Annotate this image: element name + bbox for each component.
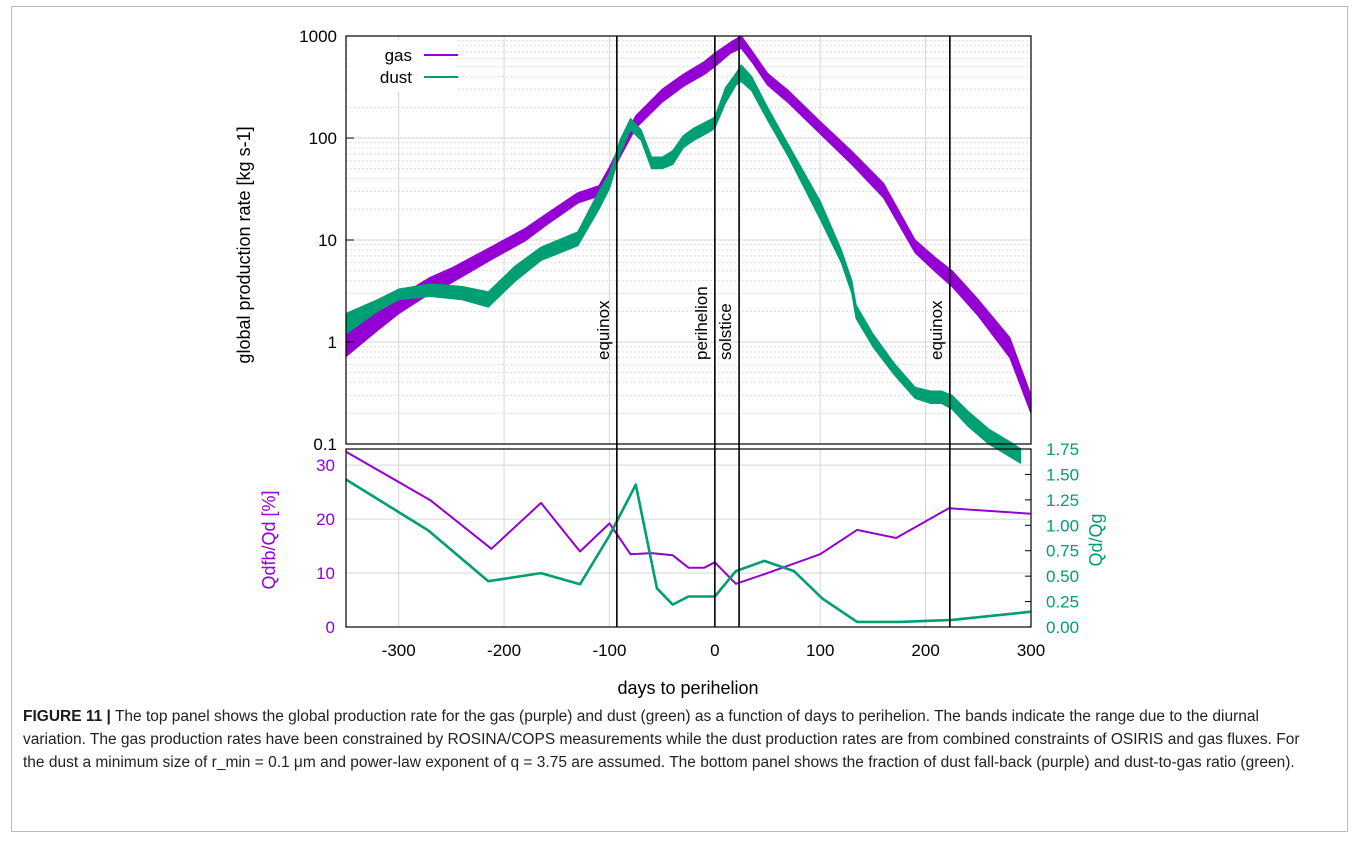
x-tick-label: 100	[806, 641, 834, 660]
top-y-tick-label: 100	[309, 129, 337, 148]
legend-label-dust: dust	[380, 68, 412, 87]
bottom-right-y-tick-label: 1.75	[1046, 440, 1079, 459]
tick-labels: 0.1110100100001020300.000.250.500.751.00…	[299, 27, 1079, 660]
event-label: solstice	[716, 303, 735, 360]
top-y-tick-label: 1	[328, 333, 337, 352]
bottom-right-y-tick-label: 0.25	[1046, 593, 1079, 612]
x-tick-label: 200	[911, 641, 939, 660]
bottom-right-y-tick-label: 1.25	[1046, 491, 1079, 510]
x-tick-label: 0	[710, 641, 719, 660]
event-lines: equinox perihelion solstice equinox	[594, 36, 951, 627]
bottom-left-y-tick-label: 10	[316, 564, 335, 583]
dust-to-gas-ratio-line	[345, 478, 1032, 624]
top-y-tick-label: 10	[318, 231, 337, 250]
event-label: equinox	[594, 300, 613, 360]
top-y-tick-label: 1000	[299, 27, 337, 46]
bottom-panel-lines	[345, 450, 1032, 624]
x-tick-label: -300	[382, 641, 416, 660]
legend: gas dust	[350, 40, 458, 92]
x-axis-label: days to perihelion	[617, 678, 758, 698]
bottom-right-y-tick-label: 0.00	[1046, 618, 1079, 637]
bottom-panel-grid	[346, 449, 1032, 628]
x-tick-label: 300	[1017, 641, 1045, 660]
legend-background	[350, 40, 458, 92]
top-panel-grid	[346, 35, 1032, 445]
figure-number: FIGURE 11 |	[23, 708, 111, 725]
figure-caption: FIGURE 11 | The top panel shows the glob…	[23, 705, 1323, 774]
top-y-tick-label: 0.1	[313, 435, 337, 454]
x-tick-label: -100	[592, 641, 626, 660]
bottom-right-y-tick-label: 1.00	[1046, 516, 1079, 535]
top-panel-bands	[345, 35, 1032, 464]
bottom-left-y-tick-label: 0	[326, 618, 335, 637]
bottom-left-y-tick-label: 30	[316, 456, 335, 475]
bottom-right-y-tick-label: 0.75	[1046, 542, 1079, 561]
top-y-axis-label: global production rate [kg s-1]	[234, 126, 254, 363]
x-tick-label: -200	[487, 641, 521, 660]
figure-caption-text: The top panel shows the global productio…	[23, 708, 1300, 771]
figure-frame	[11, 6, 1348, 832]
bottom-panel-frame	[345, 448, 1032, 628]
legend-label-gas: gas	[385, 46, 412, 65]
bottom-left-y-axis-label: Qdfb/Qd [%]	[259, 490, 279, 589]
bottom-left-y-tick-label: 20	[316, 510, 335, 529]
fall-back-fraction-line	[345, 450, 1032, 585]
bottom-right-y-tick-label: 1.50	[1046, 465, 1079, 484]
event-label: perihelion	[692, 286, 711, 360]
bottom-right-y-tick-label: 0.50	[1046, 567, 1079, 586]
event-label: equinox	[927, 300, 946, 360]
bottom-right-y-axis-label: Qd/Qg	[1086, 513, 1106, 566]
figure-chart: equinox perihelion solstice equinox 0.1 1 10 1…	[234, 27, 1106, 698]
dust-band	[345, 64, 1022, 464]
